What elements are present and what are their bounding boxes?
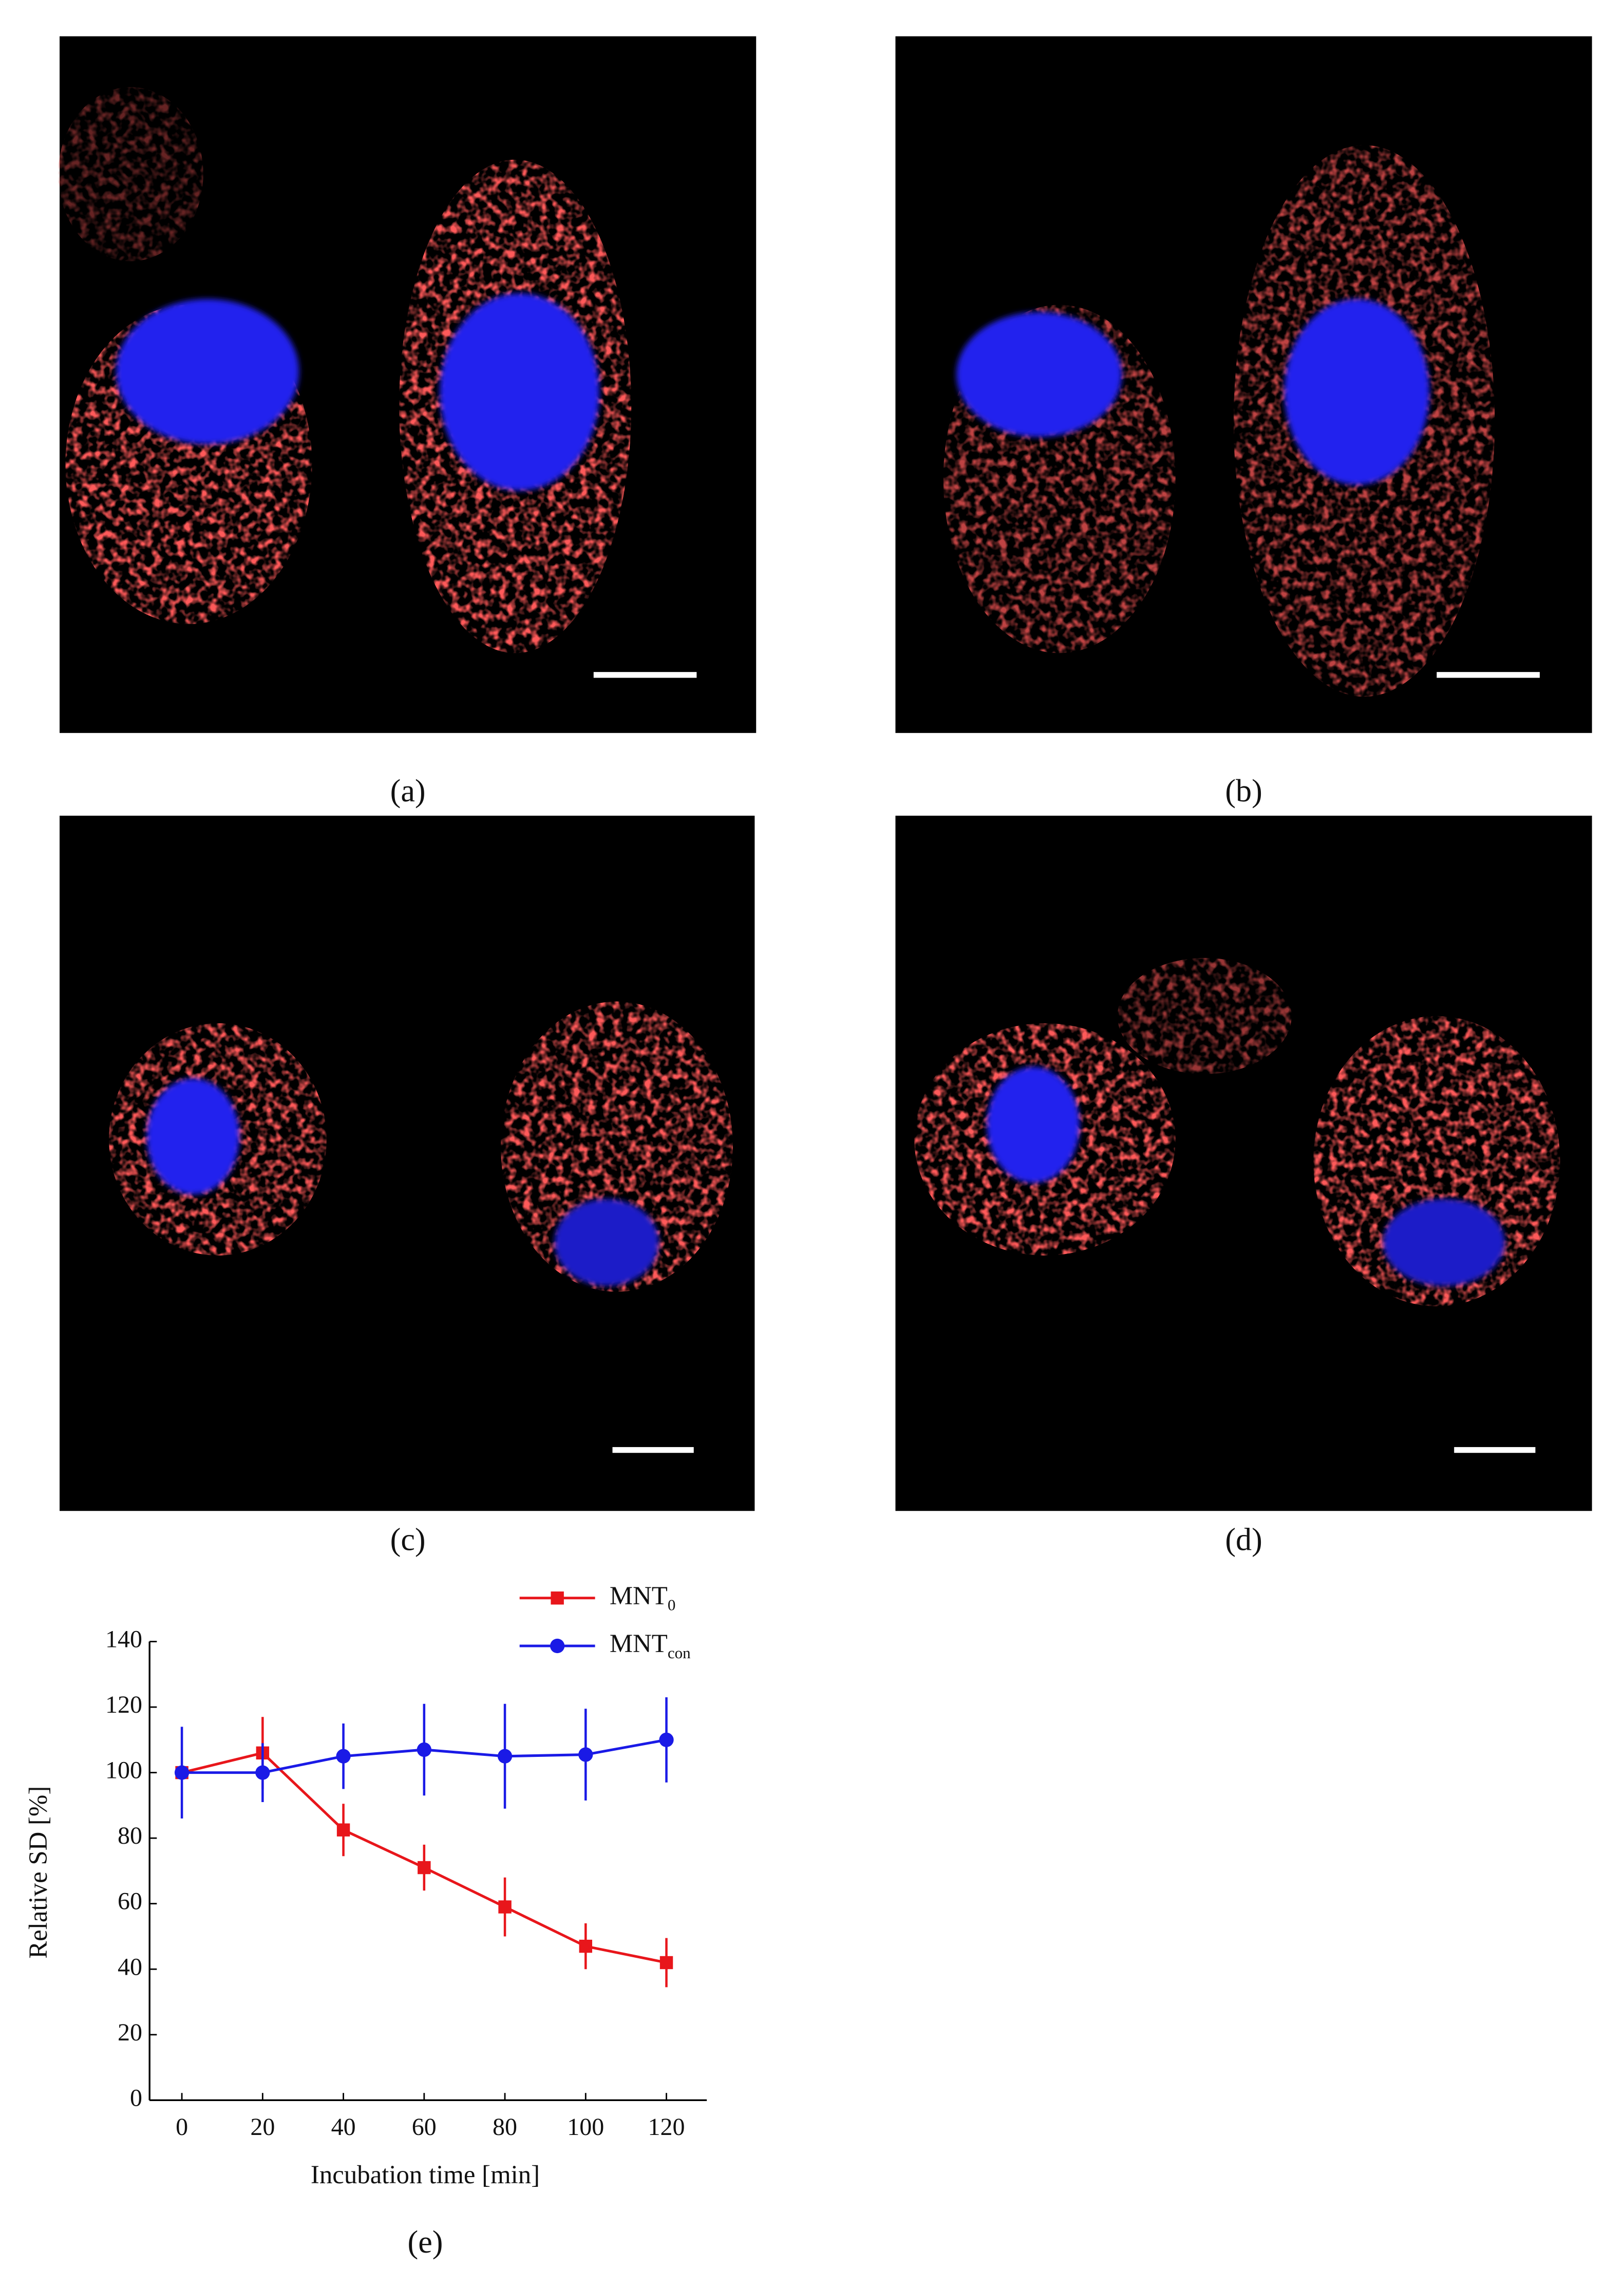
x-tick-label: 20 bbox=[250, 2113, 275, 2141]
micrograph-c bbox=[60, 815, 755, 1511]
x-tick-label: 120 bbox=[648, 2113, 685, 2141]
y-tick-label: 140 bbox=[105, 1626, 142, 1653]
marker bbox=[659, 1956, 673, 1970]
legend-entry: MNT0 bbox=[519, 1581, 676, 1614]
panel-label: (d) bbox=[1225, 1523, 1262, 1558]
legend-entry: MNTcon bbox=[519, 1629, 691, 1662]
legend-label: MNT0 bbox=[610, 1581, 676, 1614]
y-tick-label: 120 bbox=[105, 1691, 142, 1718]
marker bbox=[578, 1747, 593, 1762]
marker bbox=[497, 1749, 513, 1764]
panel-label: (a) bbox=[390, 774, 426, 809]
x-axis-label: Incubation time [min] bbox=[311, 2160, 540, 2189]
y-tick-label: 80 bbox=[118, 1822, 142, 1849]
marker bbox=[255, 1765, 270, 1780]
panel-label: (e) bbox=[408, 2225, 443, 2260]
legend-label: MNTcon bbox=[610, 1629, 691, 1662]
x-tick-label: 60 bbox=[412, 2113, 437, 2141]
x-tick-label: 100 bbox=[567, 2113, 604, 2141]
series bbox=[174, 1697, 674, 1819]
micrograph-d bbox=[895, 815, 1592, 1511]
legend-name: MNT bbox=[610, 1629, 668, 1658]
marker bbox=[417, 1742, 431, 1757]
legend-marker bbox=[550, 1638, 565, 1654]
legend-subscript: 0 bbox=[668, 1596, 676, 1614]
y-tick-label: 100 bbox=[105, 1757, 142, 1784]
marker bbox=[336, 1749, 351, 1764]
panel-label: (b) bbox=[1225, 774, 1262, 809]
marker bbox=[174, 1765, 190, 1780]
marker bbox=[418, 1861, 431, 1875]
legend-name: MNT bbox=[610, 1581, 668, 1609]
micrograph-a bbox=[58, 36, 757, 733]
x-tick-label: 0 bbox=[176, 2113, 188, 2141]
y-tick-label: 20 bbox=[118, 2019, 142, 2046]
y-tick-label: 0 bbox=[130, 2084, 142, 2111]
marker bbox=[336, 1823, 350, 1837]
legend-subscript: con bbox=[668, 1644, 691, 1662]
legend-marker bbox=[551, 1591, 564, 1605]
y-tick-label: 40 bbox=[118, 1953, 142, 1980]
micrograph-b bbox=[895, 36, 1592, 733]
marker bbox=[659, 1732, 674, 1747]
y-tick-label: 60 bbox=[118, 1888, 142, 1915]
y-axis-label: Relative SD [%] bbox=[24, 1786, 52, 1959]
marker bbox=[579, 1939, 593, 1953]
x-tick-label: 80 bbox=[493, 2113, 517, 2141]
marker bbox=[498, 1900, 512, 1914]
panel-label: (c) bbox=[390, 1523, 426, 1558]
x-tick-label: 40 bbox=[331, 2113, 356, 2141]
